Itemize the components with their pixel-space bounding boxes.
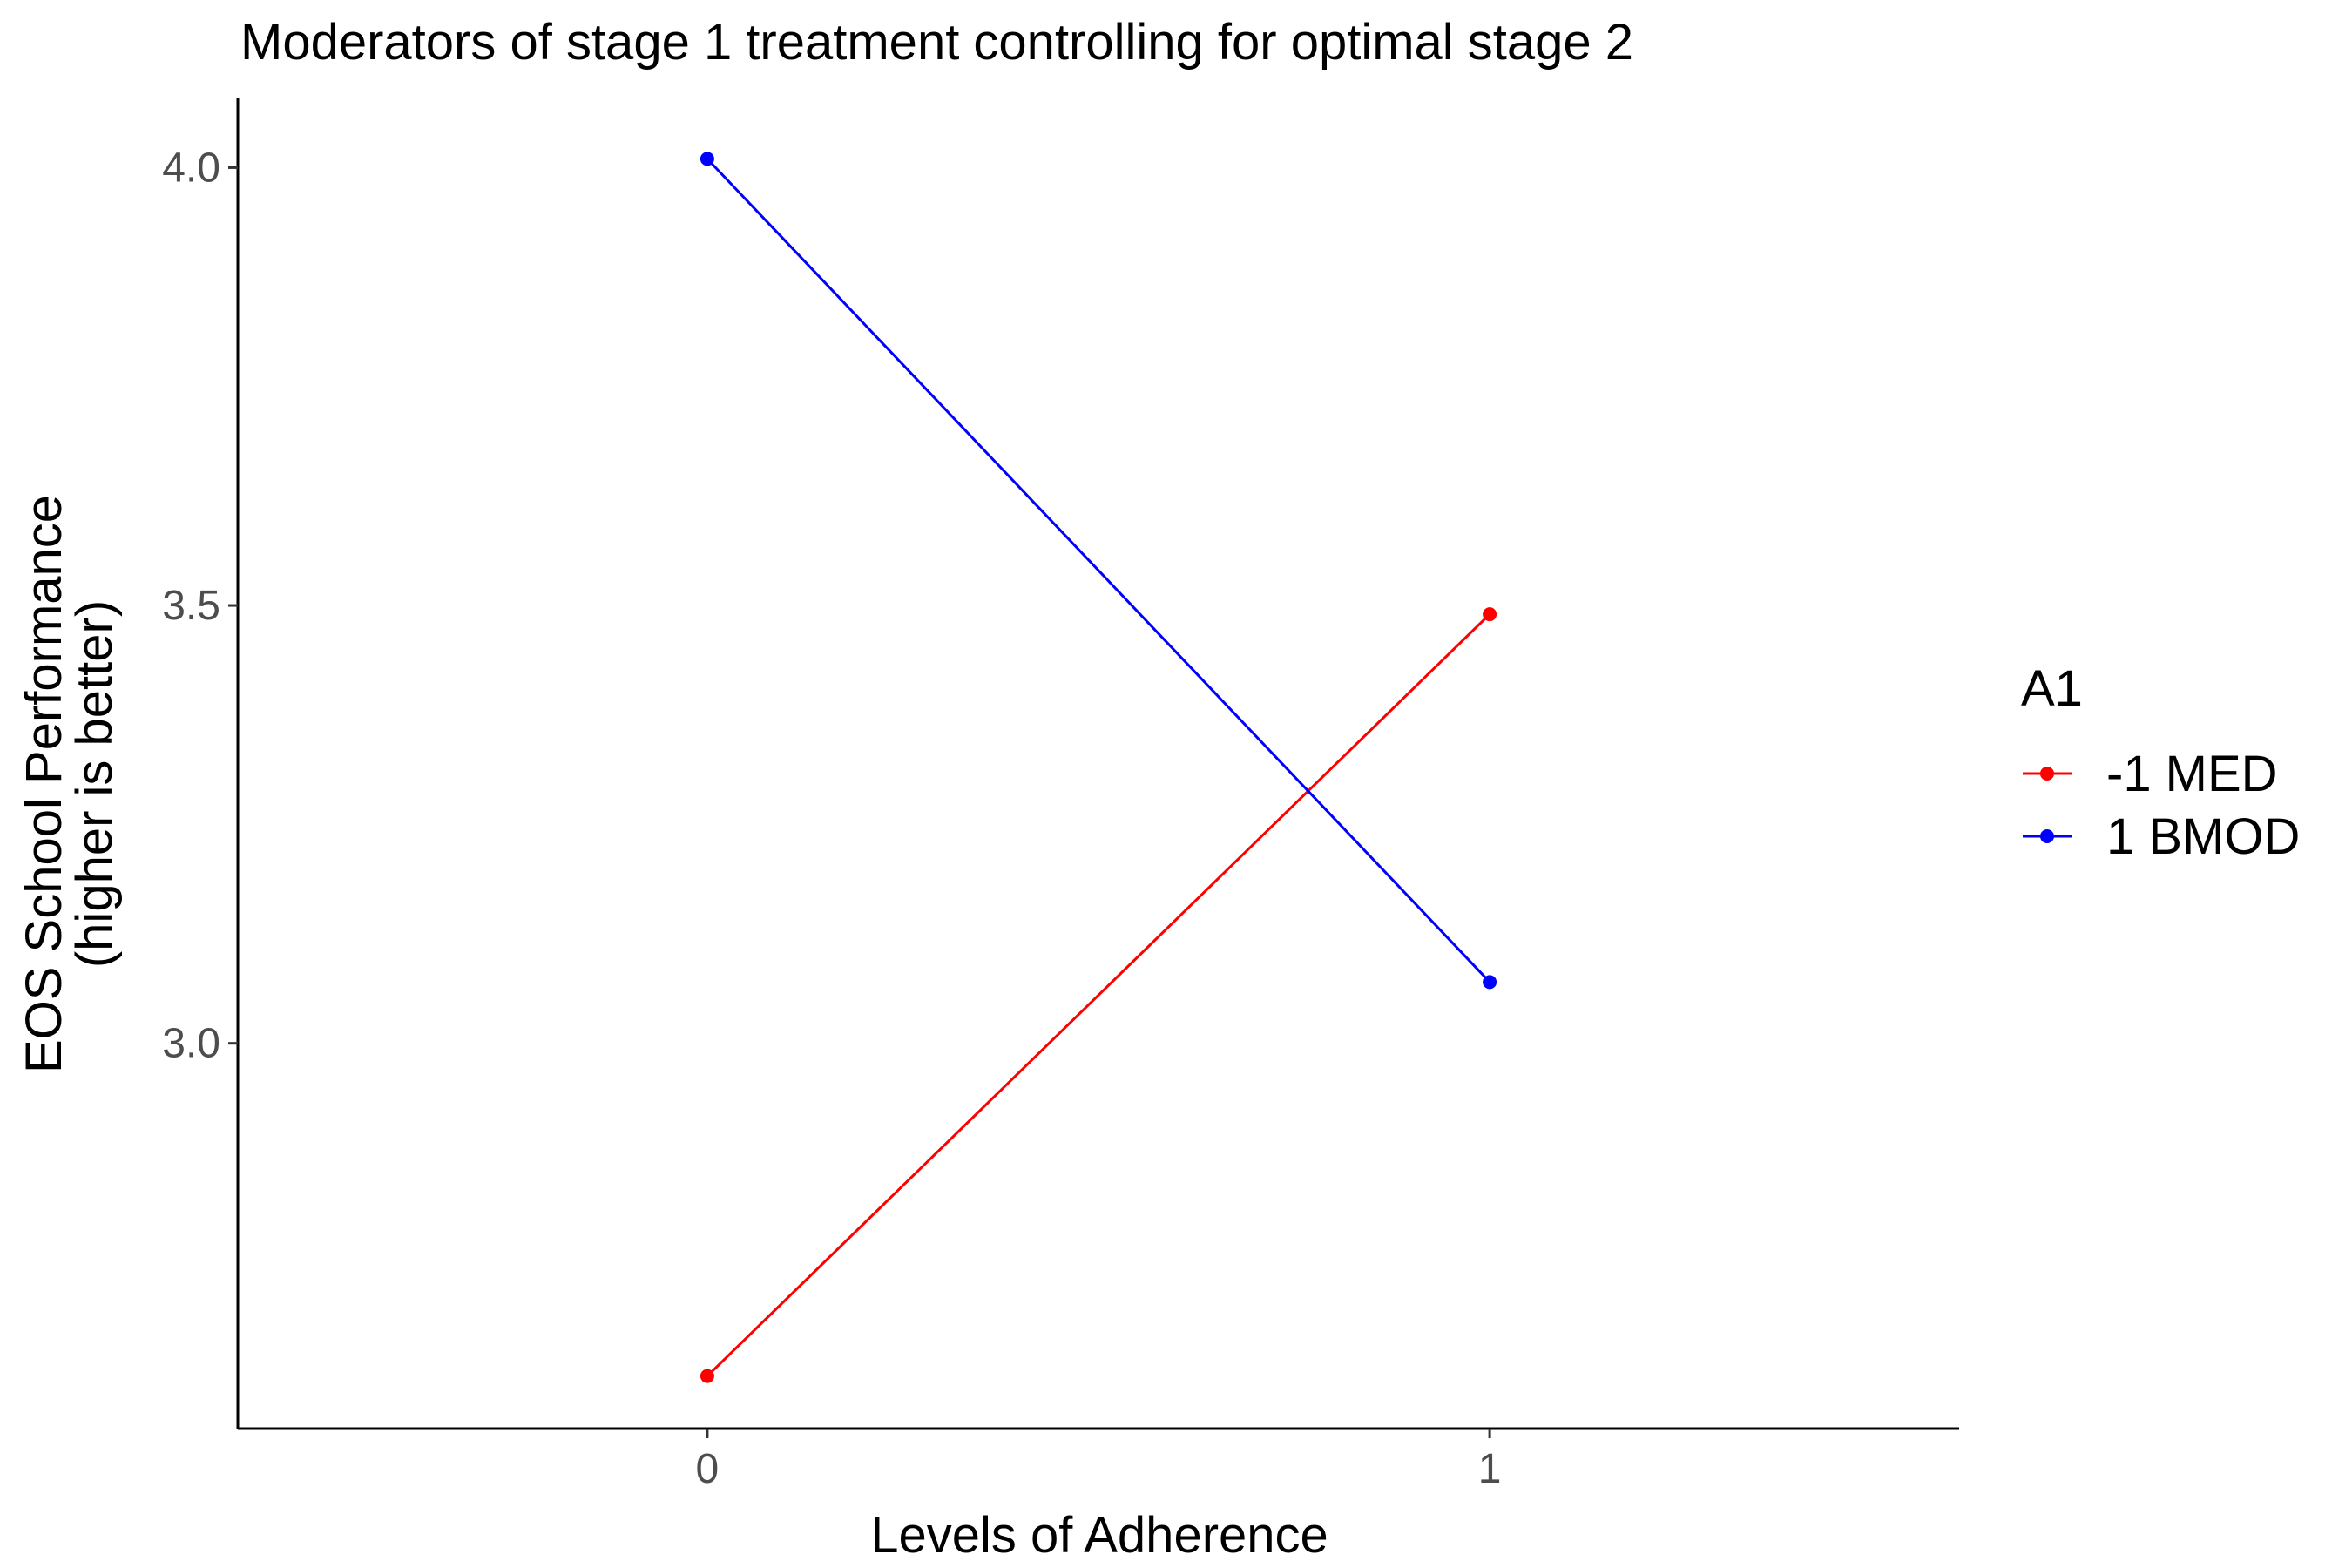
series-line-0	[706, 613, 1491, 1377]
data-point	[700, 1369, 714, 1383]
y-tick-label: 3.5	[162, 583, 220, 629]
legend-label: 1 BMOD	[2106, 808, 2300, 865]
x-tick-label: 0	[696, 1446, 720, 1492]
legend-key-point	[2040, 829, 2054, 843]
y-ticks: 3.0 3.5 4.0	[162, 145, 238, 1067]
y-axis-title: EOS School Performance (higher is better…	[16, 495, 123, 1073]
data-point	[700, 152, 714, 166]
x-axis-title: Levels of Adherence	[870, 1507, 1328, 1564]
y-tick-label: 3.0	[162, 1021, 220, 1067]
legend-key-point	[2040, 767, 2054, 781]
data-point	[1483, 975, 1497, 990]
chart-title: Moderators of stage 1 treatment controll…	[240, 14, 1633, 71]
y-axis-title-line-1: EOS School Performance	[16, 495, 72, 1073]
y-axis-title-line-2: (higher is better)	[66, 600, 123, 968]
x-tick-label: 1	[1478, 1446, 1502, 1492]
y-tick-label: 4.0	[162, 145, 220, 191]
series-line-1	[706, 158, 1491, 983]
legend: A1 -1 MED 1 BMOD	[2021, 660, 2300, 865]
data-point	[1483, 607, 1497, 622]
legend-title: A1	[2021, 660, 2083, 717]
legend-label: -1 MED	[2106, 746, 2278, 802]
series-group	[700, 152, 1497, 1383]
legend-items: -1 MED 1 BMOD	[2023, 746, 2300, 865]
